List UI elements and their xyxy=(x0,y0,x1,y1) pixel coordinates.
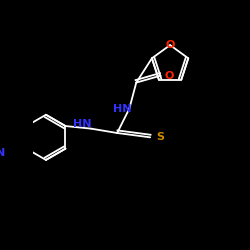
Text: HN: HN xyxy=(73,119,92,129)
Text: N: N xyxy=(0,148,5,158)
Text: S: S xyxy=(156,132,164,142)
Text: O: O xyxy=(166,40,175,50)
Text: HN: HN xyxy=(113,104,132,114)
Text: O: O xyxy=(164,71,174,81)
